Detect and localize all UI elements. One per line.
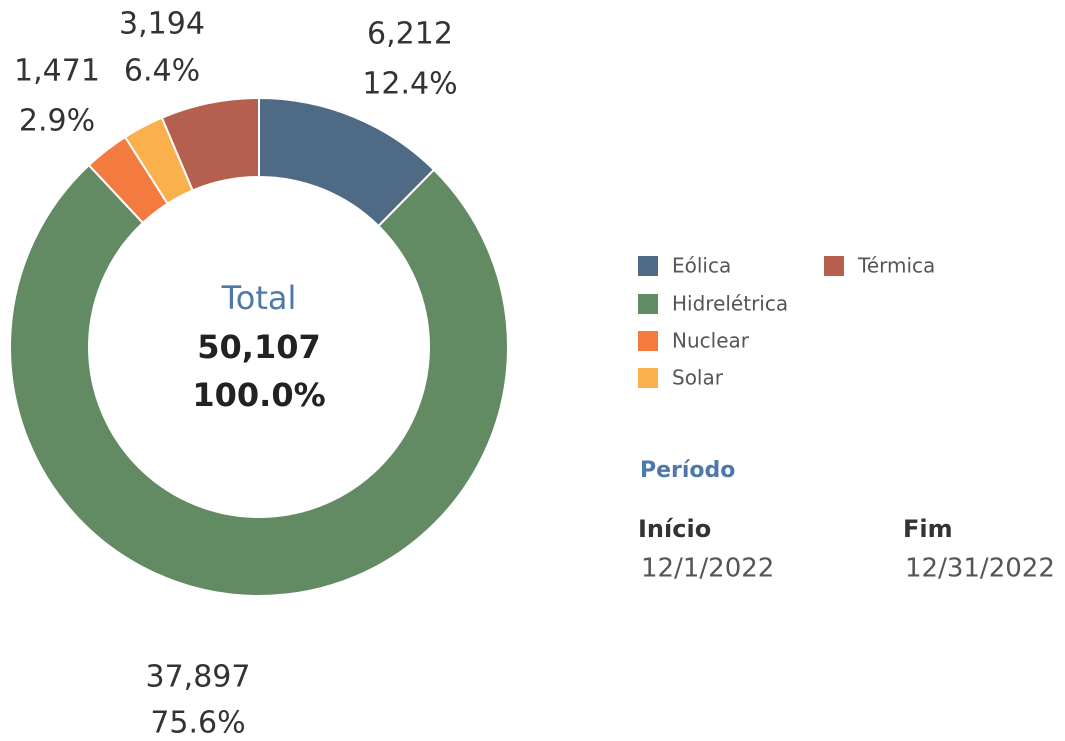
value-label: 3,194 [119, 7, 205, 42]
legend-label: Nuclear [672, 329, 750, 353]
legend-swatch [824, 256, 844, 276]
legend-label: Hidrelétrica [672, 292, 788, 316]
percent-label: 2.9% [19, 104, 95, 139]
legend-swatch [638, 331, 658, 351]
center-title: Total [221, 279, 297, 317]
slice [160, 96, 260, 192]
value-label: 37,897 [146, 660, 251, 695]
start-date: 12/1/2022 [641, 554, 774, 584]
end-label: Fim [903, 515, 953, 543]
legend-label: Eólica [672, 254, 731, 278]
value-label: 1,471 [14, 54, 100, 89]
end-date: 12/31/2022 [905, 554, 1055, 584]
legend-swatch [638, 294, 658, 314]
legend-swatch [638, 368, 658, 388]
legend-label: Térmica [857, 254, 935, 278]
percent-label: 6.4% [124, 54, 200, 89]
period-title: Período [640, 458, 735, 483]
center-percent: 100.0% [192, 376, 325, 414]
legend-label: Solar [672, 366, 724, 390]
legend-swatch [638, 256, 658, 276]
percent-label: 75.6% [150, 706, 245, 741]
value-label: 6,212 [367, 17, 453, 52]
start-label: Início [638, 515, 711, 543]
center-total: 50,107 [197, 328, 320, 366]
percent-label: 12.4% [362, 67, 457, 102]
slice [9, 163, 509, 597]
